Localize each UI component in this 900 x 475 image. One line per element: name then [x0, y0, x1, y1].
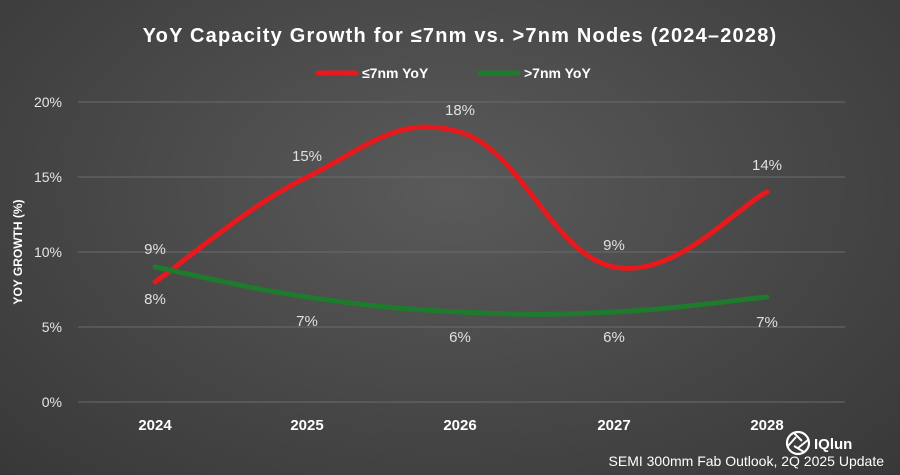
data-labels: 8% 15% 18% 9% 14% 9% 7% 6% 6% 7% — [144, 102, 782, 346]
y-axis-ticks: 0% 5% 10% 15% 20% — [34, 94, 62, 410]
legend-label: ≤7nm YoY — [362, 65, 429, 81]
series-line-gt7nm — [152, 264, 770, 317]
y-axis-label: YOY GROWTH (%) — [11, 199, 25, 304]
x-tick-label: 2027 — [597, 417, 630, 434]
data-label: 6% — [603, 329, 625, 346]
data-label: 9% — [144, 241, 166, 258]
y-tick-label: 20% — [34, 94, 62, 110]
series-line-le7nm — [152, 124, 770, 285]
logo: IQlun — [785, 430, 852, 456]
data-label: 7% — [296, 313, 318, 330]
x-tick-label: 2024 — [138, 417, 172, 434]
x-tick-label: 2026 — [443, 417, 476, 434]
legend: ≤7nm YoY >7nm YoY — [315, 65, 591, 81]
data-label: 18% — [445, 102, 475, 119]
data-label: 8% — [144, 291, 166, 308]
data-label: 6% — [449, 329, 471, 346]
logo-text: IQlun — [814, 436, 852, 453]
data-label: 15% — [292, 148, 322, 165]
y-tick-label: 0% — [42, 394, 62, 410]
series-lines — [152, 124, 770, 317]
data-label: 7% — [756, 314, 778, 331]
y-tick-label: 15% — [34, 169, 62, 185]
aperture-icon — [785, 430, 811, 456]
y-tick-label: 10% — [34, 244, 62, 260]
chart-title: YoY Capacity Growth for ≤7nm vs. >7nm No… — [143, 25, 778, 47]
x-axis-ticks: 2024 2025 2026 2027 2028 — [138, 417, 783, 434]
data-label: 14% — [752, 157, 782, 174]
source-note: SEMI 300mm Fab Outlook, 2Q 2025 Update — [609, 453, 885, 469]
y-tick-label: 5% — [42, 319, 62, 335]
legend-label: >7nm YoY — [524, 65, 591, 81]
data-label: 9% — [603, 237, 625, 254]
x-tick-label: 2025 — [290, 417, 323, 434]
x-tick-label: 2028 — [750, 417, 783, 434]
grid-lines — [78, 101, 845, 403]
